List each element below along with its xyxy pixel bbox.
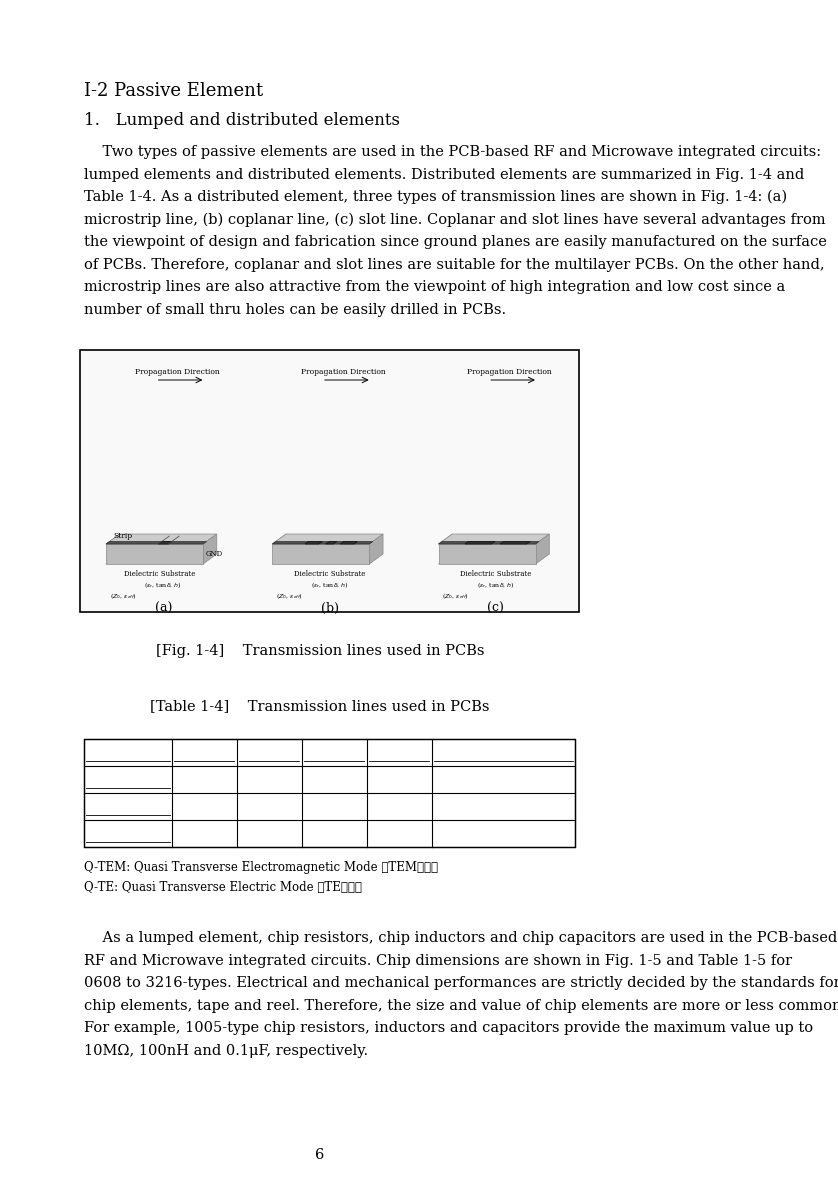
Text: ($Z_0$, $\varepsilon_{eff}$): ($Z_0$, $\varepsilon_{eff}$)	[442, 591, 469, 601]
Text: Propagation Direction: Propagation Direction	[301, 368, 385, 376]
Text: Dielectric Substrate: Dielectric Substrate	[294, 570, 365, 578]
Polygon shape	[500, 542, 530, 544]
Text: 1.   Lumped and distributed elements: 1. Lumped and distributed elements	[84, 111, 400, 129]
Text: Q-TE: Q-TE	[486, 827, 521, 841]
Text: Coplanar: Coplanar	[96, 799, 160, 814]
Polygon shape	[106, 534, 217, 544]
Bar	[84, 739, 575, 847]
Text: t [mm]: t [mm]	[311, 746, 358, 759]
Text: ($\varepsilon_r$, tan$\delta$, $h$): ($\varepsilon_r$, tan$\delta$, $h$)	[311, 580, 349, 589]
Polygon shape	[438, 542, 539, 544]
Text: >0.08: >0.08	[184, 827, 225, 841]
Bar	[80, 350, 579, 612]
Text: number of small thru holes can be easily drilled in PCBs.: number of small thru holes can be easily…	[84, 302, 506, 317]
Polygon shape	[272, 534, 383, 544]
Text: >0.12: >0.12	[248, 827, 291, 841]
Text: >0.12: >0.12	[248, 799, 291, 814]
Text: Q-TEM: Q-TEM	[478, 772, 528, 786]
Text: <0.01: <0.01	[313, 827, 355, 841]
Text: Slot: Slot	[114, 827, 142, 841]
Text: Q-TE: Quasi Transverse Electric Mode 準TEモード: Q-TE: Quasi Transverse Electric Mode 準TE…	[84, 881, 362, 894]
Polygon shape	[203, 534, 217, 565]
Text: Table 1-4. As a distributed element, three types of transmission lines are shown: Table 1-4. As a distributed element, thr…	[84, 190, 787, 204]
Polygon shape	[158, 542, 172, 544]
Text: microstrip line, (b) coplanar line, (c) slot line. Coplanar and slot lines have : microstrip line, (b) coplanar line, (c) …	[84, 212, 825, 227]
Text: Microstrip: Microstrip	[91, 772, 165, 786]
Text: [Fig. 1-4]    Transmission lines used in PCBs: [Fig. 1-4] Transmission lines used in PC…	[156, 644, 484, 658]
Text: Dielectric Substrate: Dielectric Substrate	[460, 570, 531, 578]
Text: Mode: Mode	[484, 746, 523, 759]
Text: microstrip lines are also attractive from the viewpoint of high integration and : microstrip lines are also attractive fro…	[84, 280, 785, 294]
Text: (b): (b)	[321, 602, 339, 616]
Polygon shape	[272, 544, 370, 565]
Polygon shape	[535, 534, 549, 565]
Text: For example, 1005-type chip resistors, inductors and capacitors provide the maxi: For example, 1005-type chip resistors, i…	[84, 1021, 813, 1035]
Polygon shape	[438, 534, 549, 544]
Text: >0.01: >0.01	[378, 799, 420, 814]
Text: >0.01: >0.01	[378, 827, 420, 841]
Text: 6: 6	[315, 1148, 325, 1162]
Text: Two types of passive elements are used in the PCB-based RF and Microwave integra: Two types of passive elements are used i…	[84, 145, 821, 159]
Text: ($\varepsilon_r$, tan$\delta$, $h$): ($\varepsilon_r$, tan$\delta$, $h$)	[477, 580, 515, 589]
Polygon shape	[465, 542, 495, 544]
Text: lumped elements and distributed elements. Distributed elements are summarized in: lumped elements and distributed elements…	[84, 167, 804, 181]
Text: Propagation Direction: Propagation Direction	[135, 368, 220, 376]
Text: ($Z_0$, $\varepsilon_{eff}$): ($Z_0$, $\varepsilon_{eff}$)	[276, 591, 303, 601]
Text: GND: GND	[205, 550, 222, 557]
Text: (c): (c)	[488, 602, 504, 616]
Text: 10MΩ, 100nH and 0.1μF, respectively.: 10MΩ, 100nH and 0.1μF, respectively.	[84, 1044, 368, 1058]
Text: >0.08: >0.08	[184, 799, 225, 814]
Polygon shape	[438, 544, 535, 565]
Text: ($Z_0$, $\varepsilon_{eff}$): ($Z_0$, $\varepsilon_{eff}$)	[110, 591, 137, 601]
Text: ($\varepsilon_r$, tan$\delta$, $h$): ($\varepsilon_r$, tan$\delta$, $h$)	[144, 580, 182, 589]
Polygon shape	[272, 542, 373, 544]
Text: Strip: Strip	[114, 533, 132, 540]
Text: RF and Microwave integrated circuits. Chip dimensions are shown in Fig. 1-5 and : RF and Microwave integrated circuits. Ch…	[84, 954, 792, 968]
Text: (a): (a)	[155, 602, 172, 616]
Text: <0.01: <0.01	[313, 799, 355, 814]
Text: the viewpoint of design and fabrication since ground planes are easily manufactu: the viewpoint of design and fabrication …	[84, 235, 827, 249]
Text: h [mm]: h [mm]	[374, 746, 424, 759]
Polygon shape	[106, 544, 203, 565]
Text: >0.01: >0.01	[378, 772, 420, 786]
Text: I-2 Passive Element: I-2 Passive Element	[84, 82, 263, 100]
Polygon shape	[106, 542, 206, 544]
Text: Dielectric Substrate: Dielectric Substrate	[124, 570, 195, 578]
Text: Q-TEM: Q-TEM	[478, 799, 528, 814]
Text: 0608 to 3216-types. Electrical and mechanical performances are strictly decided : 0608 to 3216-types. Electrical and mecha…	[84, 976, 838, 990]
Polygon shape	[326, 542, 337, 544]
Text: <0.01: <0.01	[313, 772, 355, 786]
Text: W [mm]: W [mm]	[176, 746, 232, 759]
Text: >0.12: >0.12	[248, 772, 291, 786]
Text: S [mm]: S [mm]	[244, 746, 295, 759]
Polygon shape	[340, 542, 358, 544]
Text: Q-TEM: Quasi Transverse Electromagnetic Mode 準TEMモード: Q-TEM: Quasi Transverse Electromagnetic …	[84, 861, 438, 874]
Text: As a lumped element, chip resistors, chip inductors and chip capacitors are used: As a lumped element, chip resistors, chi…	[84, 931, 837, 945]
Text: [Table 1-4]    Transmission lines used in PCBs: [Table 1-4] Transmission lines used in P…	[150, 699, 489, 713]
Text: chip elements, tape and reel. Therefore, the size and value of chip elements are: chip elements, tape and reel. Therefore,…	[84, 999, 838, 1013]
Text: of PCBs. Therefore, coplanar and slot lines are suitable for the multilayer PCBs: of PCBs. Therefore, coplanar and slot li…	[84, 257, 825, 272]
Text: Propagation Direction: Propagation Direction	[468, 368, 552, 376]
Polygon shape	[305, 542, 323, 544]
Text: Type: Type	[111, 746, 145, 759]
Polygon shape	[370, 534, 383, 565]
Text: >0.08: >0.08	[184, 772, 225, 786]
